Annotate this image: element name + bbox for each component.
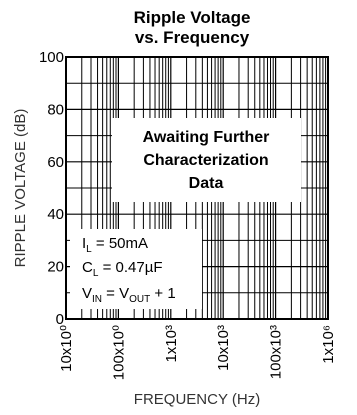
x-tick-label: 100x10³ xyxy=(268,325,285,379)
notice-line-2: Characterization xyxy=(143,152,268,169)
plot-frame xyxy=(65,56,329,320)
x-tick-label: 1x10⁶ xyxy=(320,325,337,364)
y-tick-label: 80 xyxy=(47,101,64,118)
x-tick-labels: 10x10⁰ 100x10⁰ 1x10³ 10x10³ 100x10³ 1x10⁶ xyxy=(58,325,337,380)
conditions-box xyxy=(70,229,202,309)
y-tick-label: 0 xyxy=(56,311,64,328)
notice-line-1: Awaiting Further xyxy=(143,129,270,146)
y-tick-label: 60 xyxy=(47,154,64,171)
notice-line-3: Data xyxy=(189,175,224,192)
chart-title-line-1: Ripple Voltage xyxy=(134,8,251,27)
y-tick-label: 100 xyxy=(39,49,64,66)
y-tick-labels: 0 20 40 60 80 100 xyxy=(39,49,64,328)
y-tick-label: 20 xyxy=(47,259,64,276)
condition-load-current: IL = 50mA xyxy=(82,235,148,255)
x-tick-label: 10x10⁰ xyxy=(58,325,75,372)
y-axis-label: RIPPLE VOLTAGE (dB) xyxy=(12,109,29,268)
x-tick-label: 1x10³ xyxy=(163,325,180,363)
x-tick-label: 100x10⁰ xyxy=(110,325,127,380)
x-tick-label: 10x10³ xyxy=(215,325,232,371)
notice-box xyxy=(112,118,301,202)
condition-load-capacitance: CL = 0.47µF xyxy=(82,259,163,279)
chart-title-line-2: vs. Frequency xyxy=(135,28,250,47)
condition-input-voltage: VIN = VOUT + 1 xyxy=(82,285,176,305)
y-tick-label: 40 xyxy=(47,206,64,223)
x-axis-label: FREQUENCY (Hz) xyxy=(134,391,260,408)
